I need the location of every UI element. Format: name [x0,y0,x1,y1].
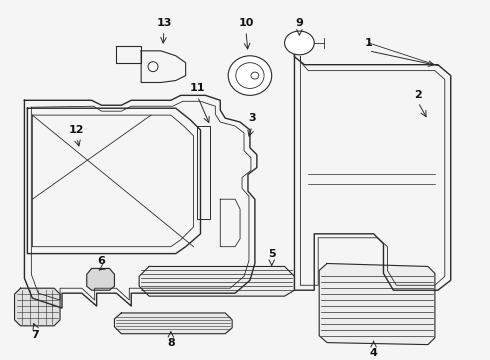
Ellipse shape [285,31,314,55]
Text: 3: 3 [248,113,256,123]
Circle shape [148,62,158,72]
Text: 1: 1 [365,38,372,48]
Text: 2: 2 [414,90,422,100]
Ellipse shape [251,72,259,79]
Text: 4: 4 [369,347,377,357]
Text: 13: 13 [156,18,172,28]
Text: 5: 5 [268,249,275,258]
Polygon shape [115,313,232,334]
Polygon shape [15,288,60,326]
Text: 7: 7 [31,330,39,340]
Text: 11: 11 [190,84,205,94]
Text: 12: 12 [69,125,85,135]
Text: 9: 9 [295,18,303,28]
Ellipse shape [236,63,264,89]
Text: 8: 8 [167,338,175,348]
Text: 6: 6 [98,256,105,266]
Polygon shape [319,264,435,345]
Text: 10: 10 [238,18,254,28]
Polygon shape [139,266,294,296]
Ellipse shape [228,56,272,95]
Polygon shape [87,269,115,290]
